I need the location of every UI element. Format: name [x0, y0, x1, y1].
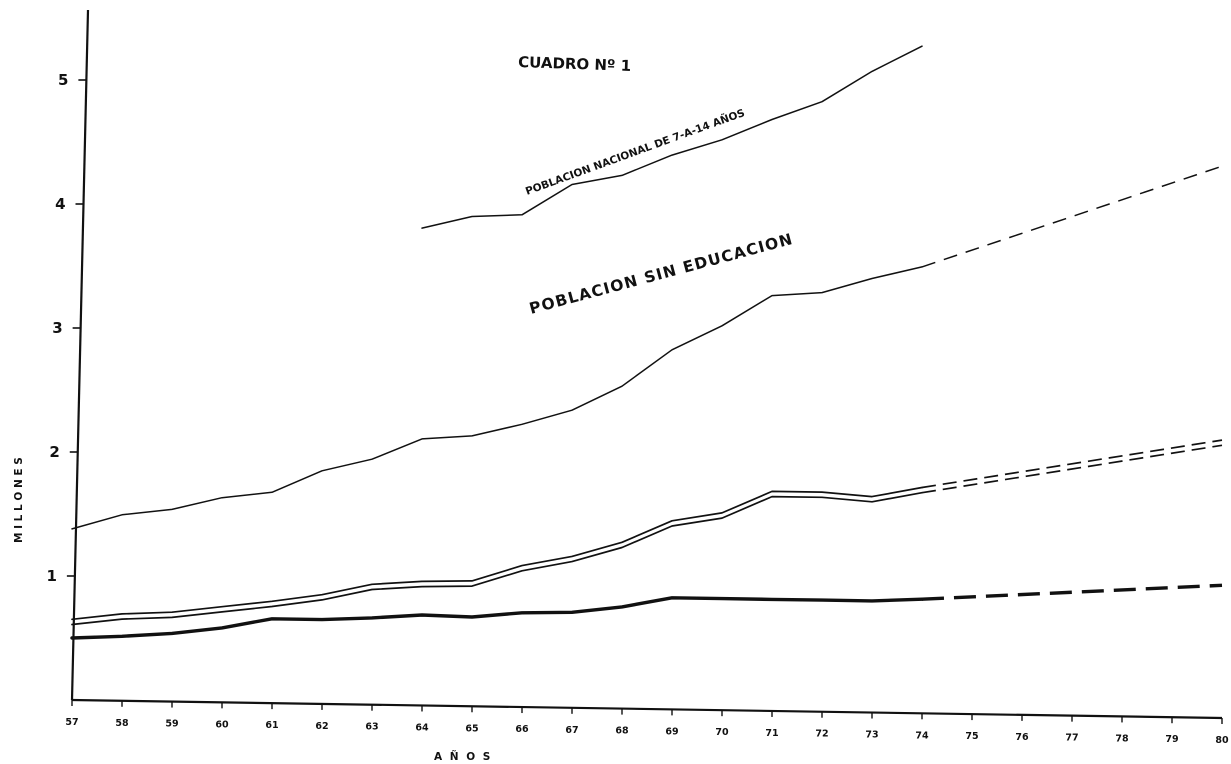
series-projection-3: [921, 444, 1223, 494]
x-tick-label: 77: [1065, 733, 1078, 744]
x-tick-label: 65: [465, 723, 478, 734]
series-line-3: [71, 491, 923, 626]
y-tick-label: 3: [52, 319, 62, 337]
x-tick-label: 68: [615, 726, 629, 737]
x-tick-label: 62: [315, 721, 328, 732]
y-ticks: 1 2 3 4 5: [46, 71, 87, 585]
series-label-poblacion-sin-educacion: POBLACION SIN EDUCACION: [527, 230, 795, 318]
series-line-4: [70, 596, 924, 640]
chart-title: CUADRO Nº 1: [518, 53, 632, 75]
x-tick-label: 63: [365, 722, 378, 733]
x-tick-label: 59: [165, 719, 178, 730]
axes: [70, 9, 1223, 720]
x-tick-label: 79: [1165, 734, 1178, 745]
x-tick-label: 73: [865, 730, 878, 741]
x-tick-label: 75: [965, 731, 978, 742]
x-ticks: 57 58 59 60 61 62 63 64 65 66 67 68 69 70 71 72 73 74 75 76…: [65, 700, 1229, 746]
x-tick-label: 72: [815, 729, 828, 740]
x-tick-label: 71: [765, 728, 778, 739]
y-axis: [70, 9, 90, 701]
series-projection-4: [921, 583, 1223, 601]
y-tick-label: 1: [46, 567, 56, 585]
x-tick-label: 60: [215, 719, 229, 730]
series-projection-2: [921, 165, 1223, 268]
x-tick-label: 78: [1115, 733, 1129, 744]
x-tick-label: 57: [65, 717, 78, 728]
x-tick-label: 64: [415, 722, 429, 733]
x-tick-label: 58: [115, 718, 129, 729]
y-tick-label: 4: [55, 195, 65, 213]
series-line-2: [71, 266, 923, 530]
series-label-poblacion-nacional: POBLACION NACIONAL DE 7-A-14 AÑOS: [524, 106, 747, 198]
x-axis-label: A Ñ O S: [434, 750, 492, 763]
x-tick-label: 66: [515, 724, 529, 735]
series-projection-3: [921, 439, 1223, 489]
x-tick-label: 76: [1015, 732, 1029, 743]
x-axis: [71, 698, 1223, 720]
y-tick-label: 2: [49, 443, 59, 461]
series-group: [70, 45, 1223, 640]
x-tick-label: 67: [565, 725, 578, 736]
y-tick-label: 5: [58, 71, 68, 89]
x-tick-label: 80: [1215, 735, 1229, 746]
x-tick-label: 69: [665, 726, 678, 737]
series-line-1: [421, 45, 923, 229]
x-tick-label: 61: [265, 720, 278, 731]
x-tick-label: 70: [715, 727, 729, 738]
y-axis-label: M I L L O N E S: [13, 457, 25, 543]
x-tick-label: 74: [915, 730, 929, 741]
series-line-3: [71, 486, 923, 621]
